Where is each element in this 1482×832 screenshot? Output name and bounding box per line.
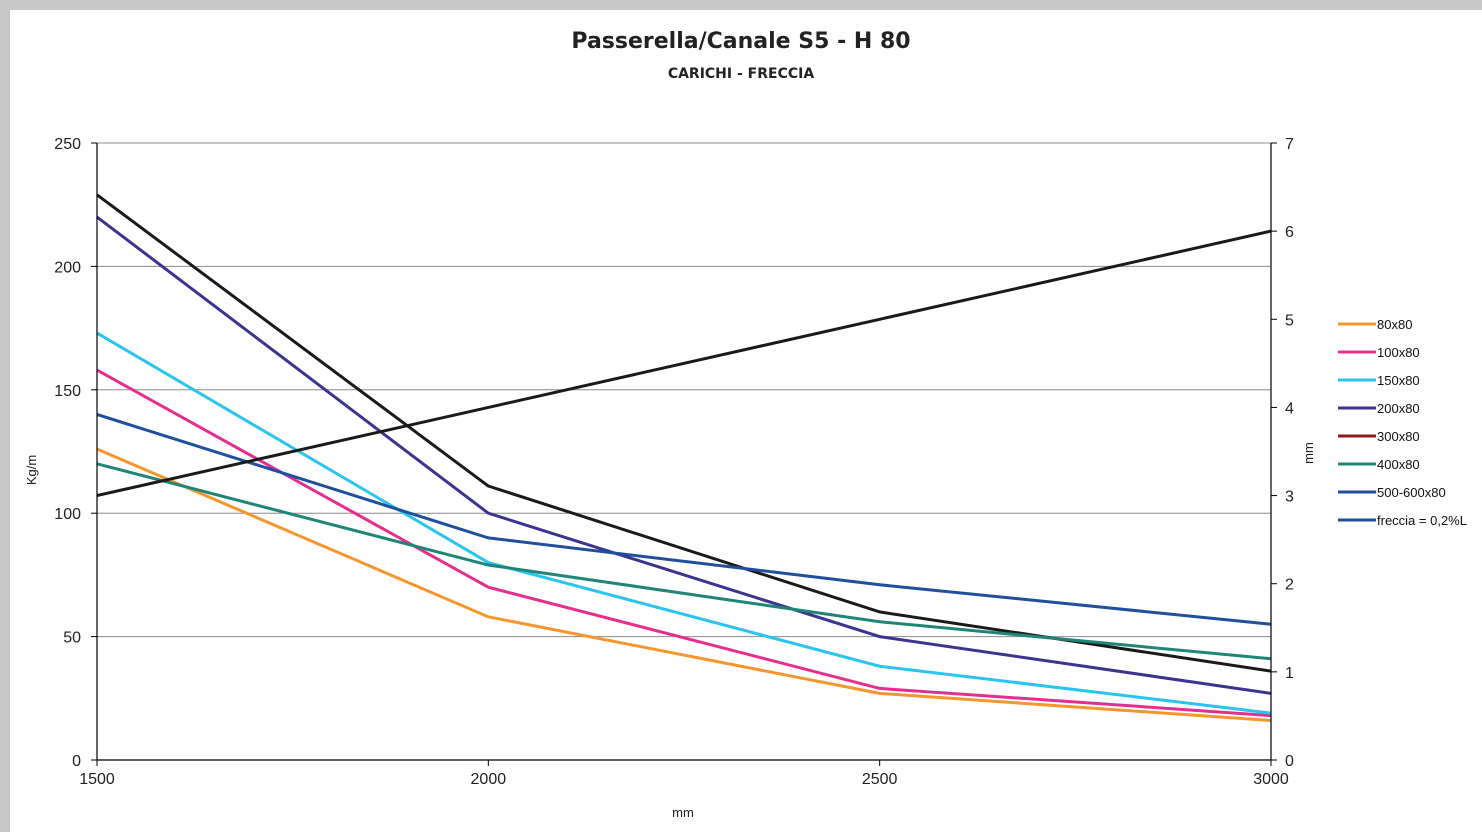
y2-tick-label: 2 <box>1285 577 1294 594</box>
x-tick-label: 2500 <box>862 771 898 788</box>
y2-tick-label: 7 <box>1285 136 1294 153</box>
series-line-200x80 <box>96 215 1272 695</box>
legend-label: 400x80 <box>1377 457 1420 472</box>
legend-label: 200x80 <box>1377 401 1420 416</box>
y2-tick-label: 5 <box>1285 312 1294 329</box>
series-line-100x80 <box>96 368 1272 718</box>
y-tick-label: 250 <box>54 136 81 153</box>
legend-label: 100x80 <box>1377 345 1420 360</box>
series-line-500-600x80 <box>96 413 1272 626</box>
chart-svg: Passerella/Canale S5 - H 80 CARICHI - FR… <box>24 29 1467 820</box>
y-tick-label: 50 <box>63 630 81 647</box>
y2-tick-label: 1 <box>1285 665 1294 682</box>
legend-label: 80x80 <box>1377 317 1412 332</box>
y-tick-label: 0 <box>72 753 81 770</box>
series-line-400x80 <box>96 462 1272 661</box>
y2-tick-label: 3 <box>1285 489 1294 506</box>
series-lines <box>96 193 1272 723</box>
legend-label: 300x80 <box>1377 429 1420 444</box>
legend-label: 500-600x80 <box>1377 485 1446 500</box>
legend: 80x80 100x80 150x80 200x80 300x80 400x80 500-6… <box>1338 317 1467 528</box>
x-tick-label: 2000 <box>471 771 507 788</box>
chart-title: Passerella/Canale S5 - H 80 <box>571 29 910 54</box>
y2-axis-label: mm <box>1301 442 1316 464</box>
x-tick-label: 3000 <box>1253 771 1289 788</box>
x-axis-label: mm <box>672 805 694 820</box>
y2-tick-label: 6 <box>1285 224 1294 241</box>
chart-subtitle: CARICHI - FRECCIA <box>668 66 815 82</box>
x-tick-label: 1500 <box>79 771 115 788</box>
y-tick-label: 150 <box>54 383 81 400</box>
axes <box>91 142 1277 766</box>
y2-tick-label: 0 <box>1285 753 1294 770</box>
series-line-80x80 <box>96 447 1272 723</box>
y-tick-label: 200 <box>54 259 81 276</box>
series-line-freccia-0-2-l <box>96 229 1272 498</box>
legend-label: freccia = 0,2%L <box>1377 513 1467 528</box>
y-tick-label: 100 <box>54 506 81 523</box>
y-axis-label: Kg/m <box>24 455 39 485</box>
chart-frame: Passerella/Canale S5 - H 80 CARICHI - FR… <box>10 10 1482 832</box>
y2-tick-label: 4 <box>1285 400 1294 417</box>
series-line-150x80 <box>96 331 1272 715</box>
legend-label: 150x80 <box>1377 373 1420 388</box>
